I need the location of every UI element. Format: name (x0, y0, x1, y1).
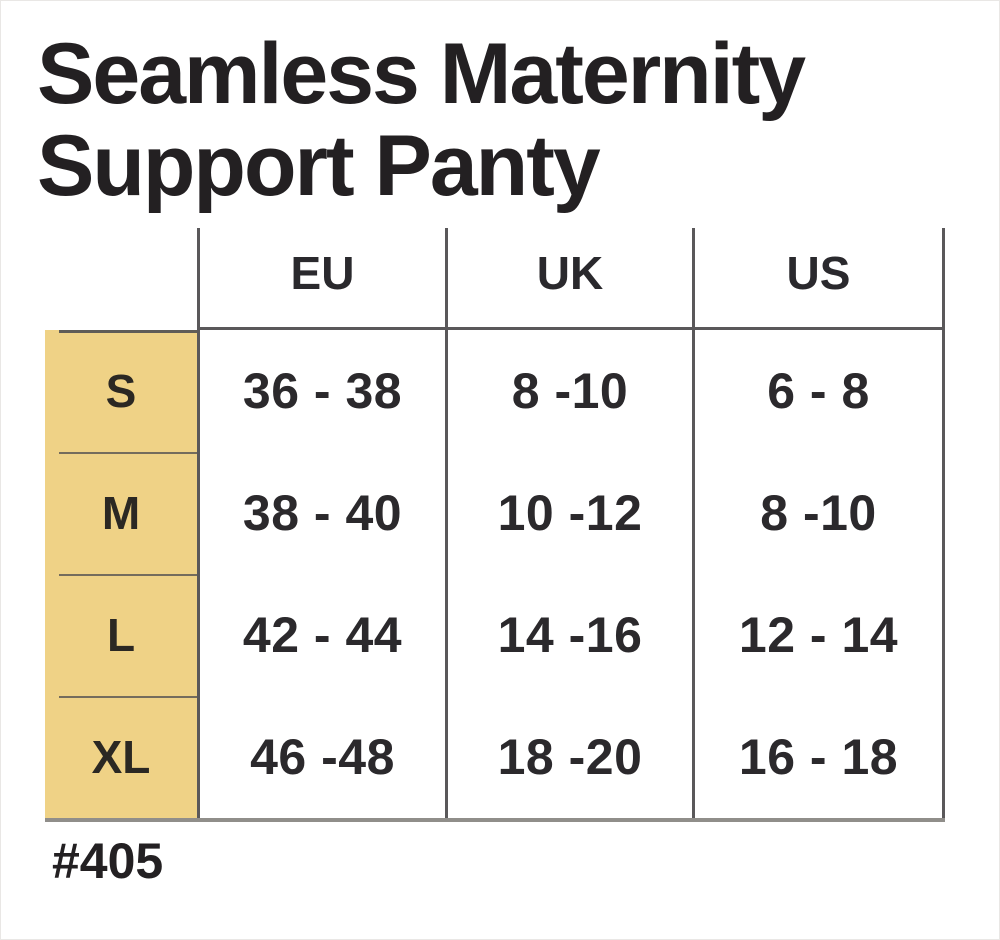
column-header-uk: UK (448, 228, 695, 330)
cell-m-us: 8 -10 (695, 452, 945, 574)
cell-xl-uk: 18 -20 (448, 696, 695, 818)
row-label-s: S (45, 330, 200, 452)
column-header-eu: EU (200, 228, 448, 330)
cell-l-us: 12 - 14 (695, 574, 945, 696)
page-title-line-2: Support Panty (37, 118, 601, 214)
row-label-m: M (45, 452, 200, 574)
cell-xl-eu: 46 -48 (200, 696, 448, 818)
cell-s-us: 6 - 8 (695, 330, 945, 452)
size-chart-table: EU UK US S 36 - 38 8 -10 6 - 8 M 38 - 40… (45, 228, 945, 822)
cell-l-eu: 42 - 44 (200, 574, 448, 696)
page-title: Seamless Maternity Support Panty (37, 26, 806, 214)
cell-xl-us: 16 - 18 (695, 696, 945, 818)
cell-l-uk: 14 -16 (448, 574, 695, 696)
row-label-xl: XL (45, 696, 200, 818)
column-header-us: US (695, 228, 945, 330)
cell-m-eu: 38 - 40 (200, 452, 448, 574)
row-label-l: L (45, 574, 200, 696)
page-title-line-1: Seamless Maternity (37, 26, 806, 122)
cell-s-eu: 36 - 38 (200, 330, 448, 452)
cell-m-uk: 10 -12 (448, 452, 695, 574)
product-code: #405 (52, 833, 164, 889)
size-chart-corner-cell (45, 228, 200, 330)
cell-s-uk: 8 -10 (448, 330, 695, 452)
